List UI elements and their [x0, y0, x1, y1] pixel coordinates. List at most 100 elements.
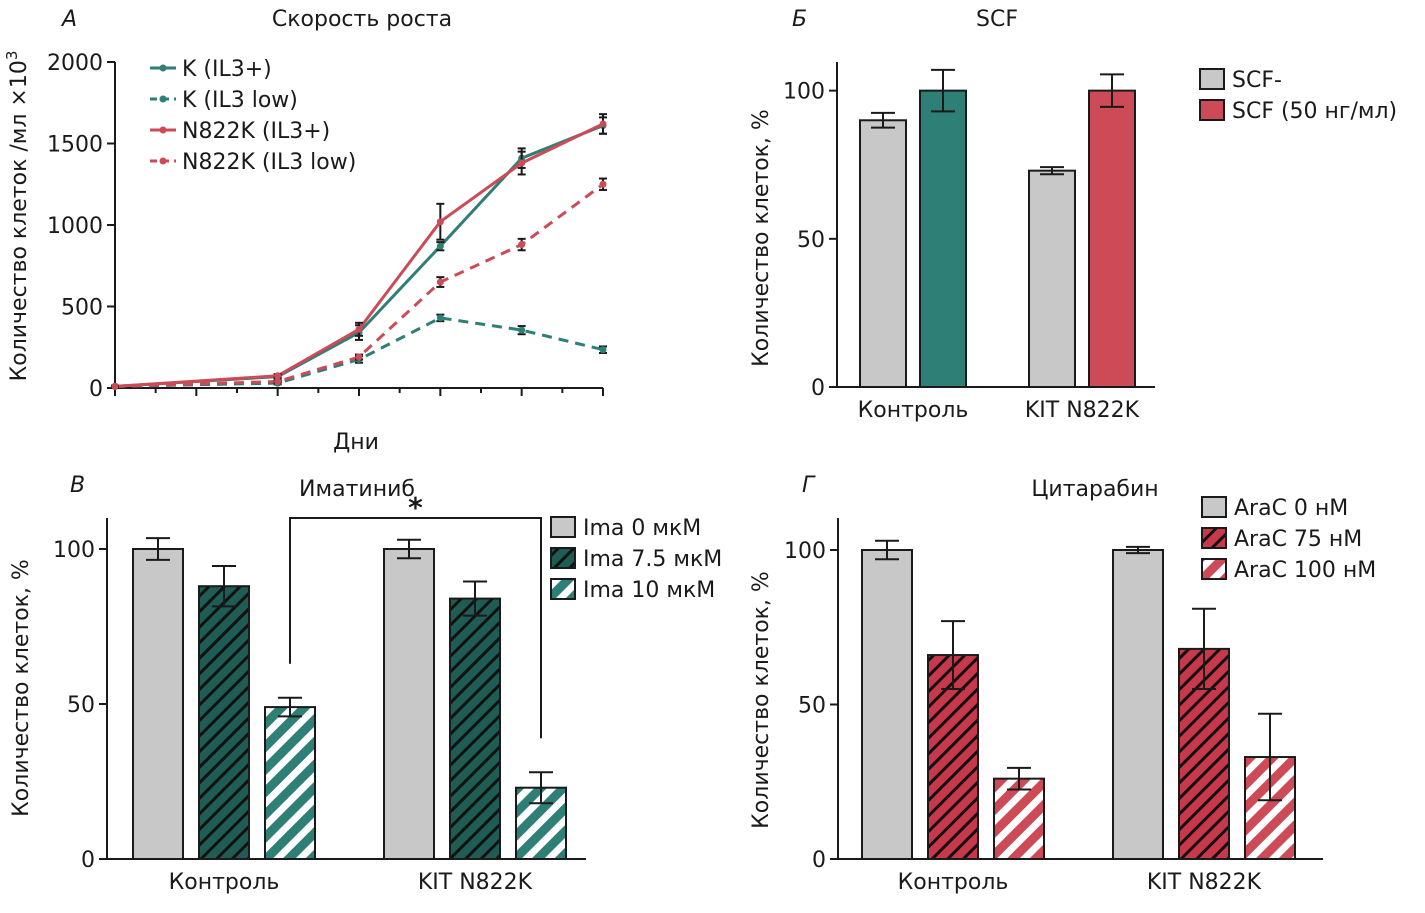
panel-a-y-tick-label: 2000: [47, 51, 103, 76]
panel-b-y-axis-label: Количество клеток, %: [749, 109, 774, 367]
panel-c-bar: [198, 585, 250, 860]
panel-c-bar: [449, 597, 501, 860]
panel-b-title: SCF: [976, 7, 1018, 32]
panel-a-legend-marker: [159, 157, 167, 165]
panel-a-data-point: [436, 242, 444, 250]
panel-c-bars: [132, 537, 567, 861]
panel-c-legend-swatch: [550, 516, 576, 538]
panel-d-cytarabine: Г Цитарабин Количество клеток, % 0 50 100 К…: [749, 473, 1376, 895]
panel-a-x-axis-label: Дни: [333, 430, 379, 455]
panel-a-y-tick-label: 1000: [47, 214, 103, 239]
panel-a-data-point: [355, 325, 363, 333]
panel-d-bar: [993, 777, 1045, 860]
panel-c-bar: [264, 706, 316, 860]
panel-a-data-point: [518, 241, 526, 249]
panel-a-series-line: [114, 316, 604, 388]
panel-b-bar: [919, 89, 967, 389]
panel-c-bar: [383, 548, 435, 860]
panel-a-legend-marker: [159, 126, 167, 134]
panel-b-bar: [859, 119, 907, 388]
panel-c-significance: *: [289, 491, 542, 739]
panel-a-data-point: [599, 120, 607, 128]
panel-a-data-point: [599, 180, 607, 188]
panel-a-legend-label: K (IL3 low): [182, 88, 298, 113]
panel-c-title: Иматиниб: [299, 477, 415, 502]
panel-a-series-line: [114, 183, 604, 388]
panel-a-data-point: [436, 314, 444, 322]
panel-c-legend-swatch: [550, 547, 576, 569]
panel-a-y-tick-label: 500: [61, 296, 103, 321]
panel-c-significance-asterisk: *: [408, 491, 423, 524]
panel-a-data-point: [274, 372, 282, 380]
panel-d-bars: [861, 539, 1296, 861]
panel-c-legend-swatch: [550, 578, 576, 600]
panel-b-legend: SCF- SCF (50 нг/мл): [1199, 68, 1397, 124]
panel-b-y-tick-label: 100: [783, 80, 825, 105]
panel-a-legend-label: K (IL3+): [182, 57, 272, 82]
panel-a-growth-rate: А Скорость роста Дни Количество клеток /…: [3, 7, 607, 455]
panel-d-y-axis-label: Количество клеток, %: [749, 571, 774, 829]
panel-b-legend-swatch: [1199, 99, 1225, 121]
panel-d-y-tick-label: 0: [812, 848, 826, 873]
panel-a-axes: 0 500 1000 1500 2000: [47, 51, 604, 402]
panel-d-legend-swatch: [1201, 558, 1227, 580]
panel-d-legend-label: AraC 75 нМ: [1234, 527, 1362, 552]
panel-c-legend-label: Ima 10 мкМ: [583, 578, 715, 603]
panel-d-bar: [1112, 549, 1164, 860]
panel-c-y-axis-label: Количество клеток, %: [9, 559, 34, 817]
panel-d-title: Цитарабин: [1031, 477, 1158, 502]
panel-a-data-point: [436, 218, 444, 226]
panel-c-label: В: [70, 473, 85, 498]
panel-a-series-4: [111, 177, 607, 390]
panel-d-bar: [861, 549, 913, 860]
panel-c-legend-label: Ima 0 мкМ: [583, 516, 701, 541]
panel-d-legend-label: AraC 100 нМ: [1234, 558, 1376, 583]
panel-a-series-line: [114, 122, 604, 388]
panel-b-y-tick-label: 50: [797, 228, 825, 253]
panel-a-title: Скорость роста: [272, 7, 452, 32]
panel-a-label: А: [60, 7, 77, 32]
panel-c-axes: 0 50 100 Контроль KIT N822K: [53, 518, 586, 895]
panel-d-x-tick-label: KIT N822K: [1147, 870, 1262, 895]
panel-a-data-point: [274, 377, 282, 385]
panel-b-x-tick-label: KIT N822K: [1025, 398, 1140, 423]
panel-a-data-point: [111, 382, 119, 390]
panel-d-y-tick-label: 100: [784, 539, 826, 564]
panel-a-legend-marker: [159, 95, 167, 103]
panel-a-data-point: [518, 159, 526, 167]
panel-a-y-tick-label: 0: [89, 377, 103, 402]
panel-c-imatinib: В Иматиниб Количество клеток, % 0 50 100 Ко…: [9, 473, 722, 895]
panel-c-y-tick-label: 50: [67, 693, 95, 718]
panel-b-bars: [859, 68, 1136, 389]
panel-a-legend-label: N822K (IL3+): [182, 119, 330, 144]
panel-a-data-point: [436, 278, 444, 286]
panel-a-series: [111, 113, 607, 390]
panel-a-y-tick-label: 1500: [47, 133, 103, 158]
panel-b-bar: [1088, 89, 1136, 389]
panel-b-label: Б: [792, 7, 807, 32]
panel-b-scf: Б SCF Количество клеток, % 0 50 100 Контрол…: [749, 7, 1397, 423]
panel-c-x-tick-label: KIT N822K: [418, 870, 533, 895]
panel-c-legend-label: Ima 7.5 мкМ: [583, 547, 722, 572]
panel-a-legend-marker: [159, 64, 167, 72]
panel-a-data-point: [518, 326, 526, 334]
panel-b-legend-swatch: [1199, 68, 1225, 90]
panel-d-legend-label: AraC 0 нМ: [1234, 496, 1348, 521]
panel-c-bar: [132, 548, 184, 860]
panel-d-y-tick-label: 50: [798, 694, 826, 719]
panel-b-x-tick-label: Контроль: [858, 398, 969, 423]
panel-d-x-tick-label: Контроль: [898, 870, 1009, 895]
panel-d-legend-swatch: [1201, 527, 1227, 549]
panel-d-legend: AraC 0 нМ AraC 75 нМ AraC 100 нМ: [1201, 496, 1376, 583]
panel-c-x-tick-label: Контроль: [169, 870, 280, 895]
panel-b-legend-label: SCF-: [1232, 68, 1282, 93]
panel-b-legend-label: SCF (50 нг/мл): [1232, 99, 1397, 124]
panel-c-y-tick-label: 100: [53, 538, 95, 563]
panel-c-legend: Ima 0 мкМ Ima 7.5 мкМ Ima 10 мкМ: [550, 516, 722, 603]
panel-a-data-point: [355, 353, 363, 361]
panel-d-axes: 0 50 100 Контроль KIT N822K: [784, 518, 1323, 895]
panel-b-y-tick-label: 0: [811, 376, 825, 401]
panel-c-y-tick-label: 0: [81, 848, 95, 873]
panel-a-legend-label: N822K (IL3 low): [182, 150, 356, 175]
